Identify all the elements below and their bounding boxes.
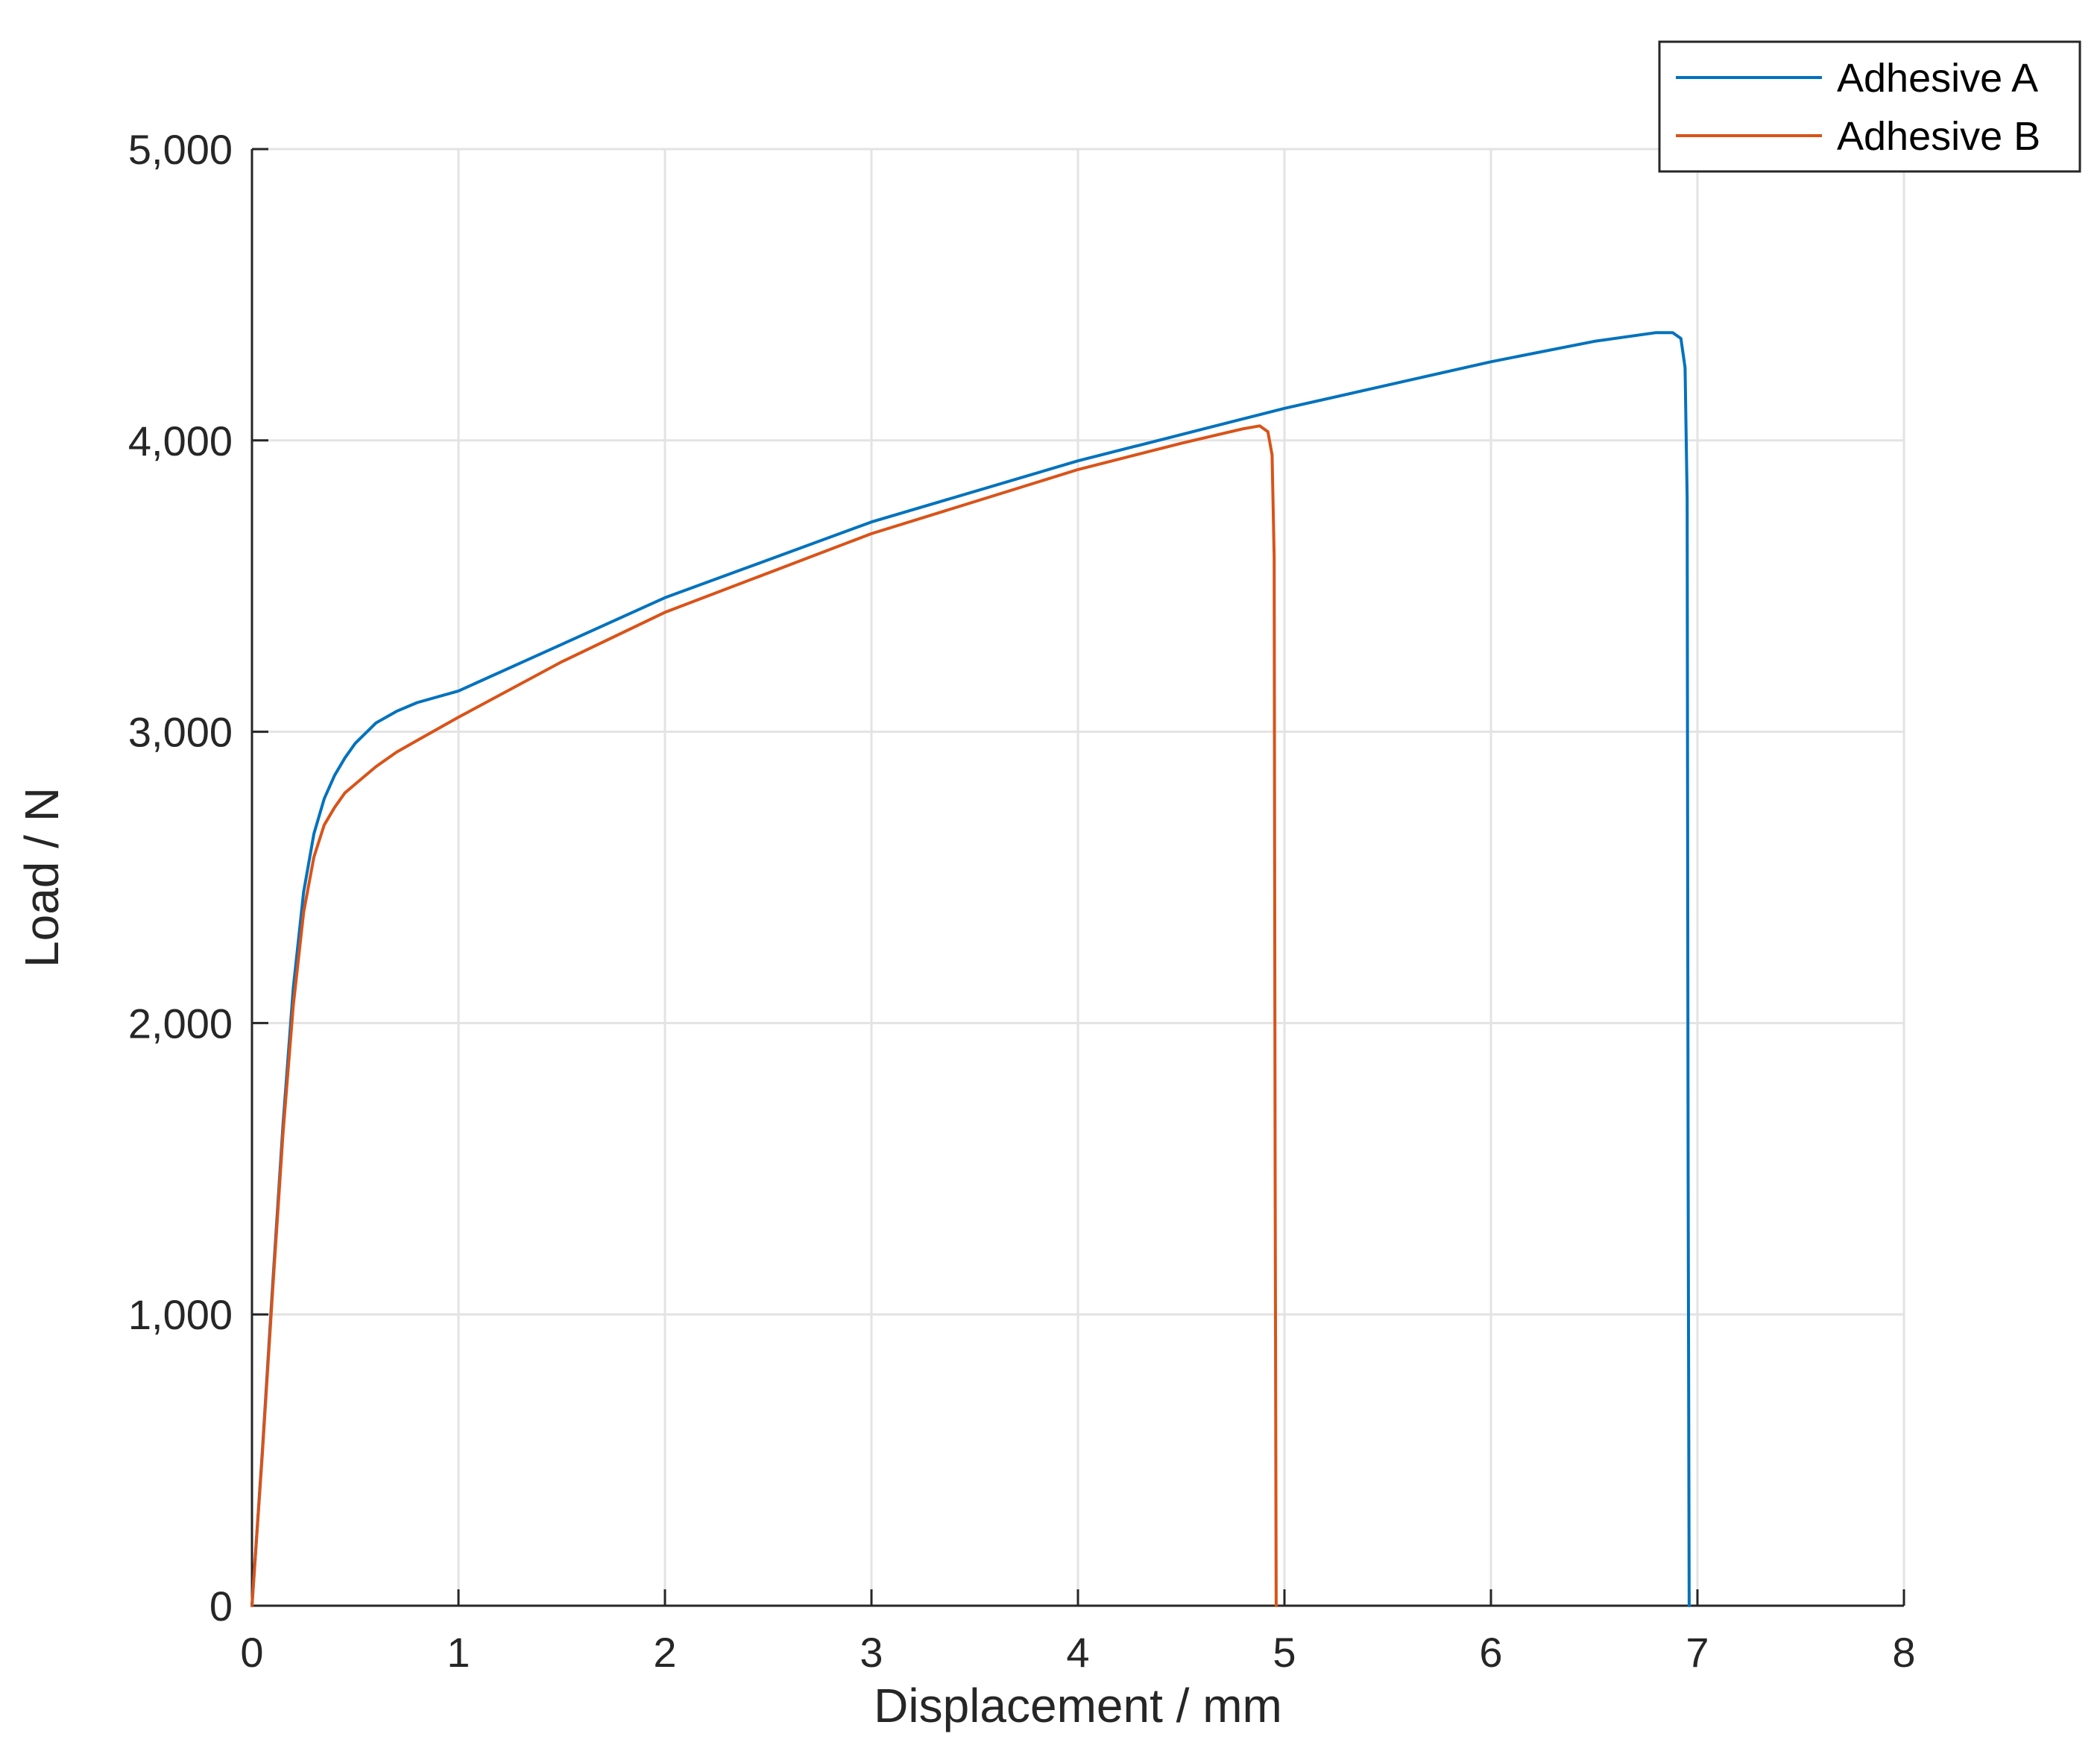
- y-tick-label: 0: [209, 1583, 233, 1630]
- legend: Adhesive A Adhesive B: [1658, 40, 2081, 173]
- x-tick-label: 5: [1273, 1629, 1296, 1676]
- x-tick-label: 4: [1066, 1629, 1089, 1676]
- y-tick-label: 3,000: [128, 709, 233, 756]
- x-tick-label: 2: [653, 1629, 676, 1676]
- legend-label: Adhesive A: [1837, 56, 2038, 101]
- x-tick-label: 7: [1686, 1629, 1709, 1676]
- axes: [250, 148, 1905, 1607]
- series-lines: [250, 331, 1691, 1607]
- legend-box: [1658, 40, 2081, 173]
- y-tick-label: 4,000: [128, 417, 233, 464]
- legend-label: Adhesive B: [1837, 114, 2040, 159]
- x-axis-label: Displacement / mm: [874, 1679, 1282, 1732]
- x-tick-label: 8: [1892, 1629, 1915, 1676]
- series-line: [250, 331, 1691, 1607]
- y-tick-label: 5,000: [128, 126, 233, 173]
- x-tick-label: 6: [1479, 1629, 1502, 1676]
- grid: [252, 148, 1905, 1606]
- x-tick-label: 3: [860, 1629, 883, 1676]
- series-line: [250, 424, 1278, 1607]
- y-tick-label: 1,000: [128, 1291, 233, 1338]
- y-axis-label: Load / N: [15, 787, 69, 968]
- x-tick-label: 1: [447, 1629, 470, 1676]
- y-tick-label: 2,000: [128, 1000, 233, 1047]
- tick-labels: 0 1 2 3 4 5 6 7 8 0 1,000 2,000 3,000 4,000 5,000: [128, 126, 1916, 1676]
- x-tick-label: 0: [240, 1629, 263, 1676]
